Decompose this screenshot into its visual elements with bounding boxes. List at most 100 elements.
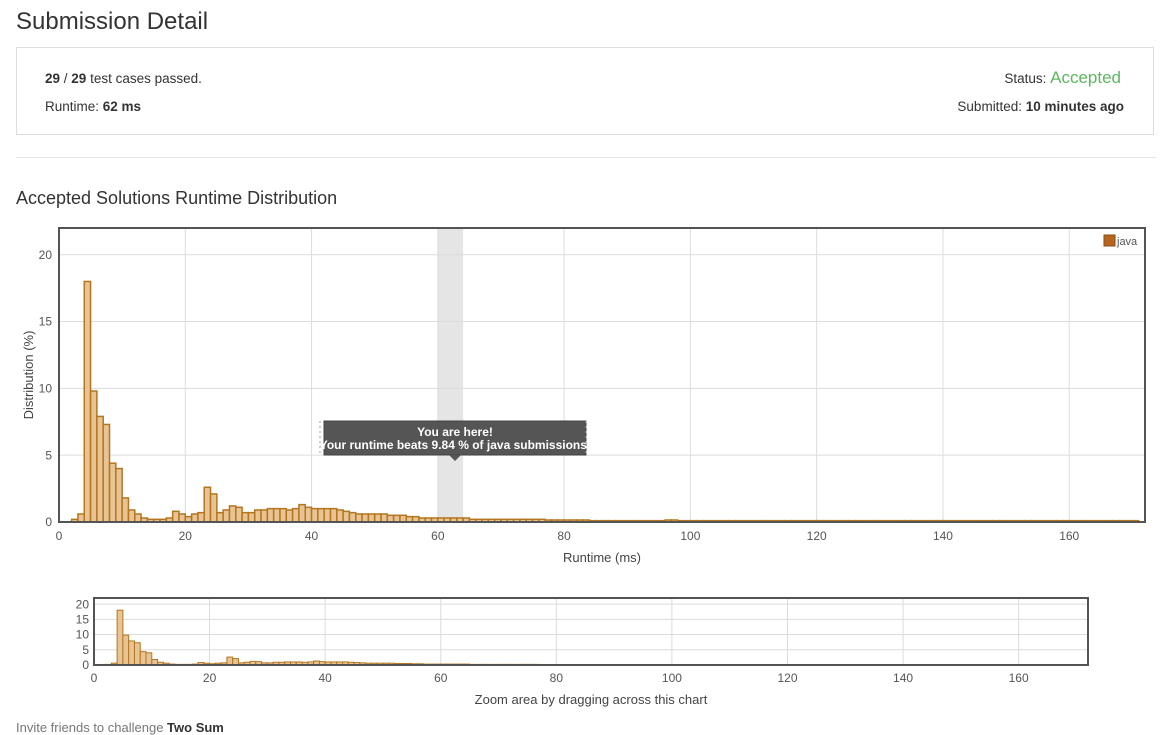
overview-x-tick-label-0: 0 xyxy=(91,671,98,685)
bar-43 xyxy=(342,510,351,523)
y-tick-label-15: 15 xyxy=(39,315,53,329)
overview-y-tick-label-5: 5 xyxy=(82,643,89,657)
invite-text: Invite friends to challenge Two Sum xyxy=(16,720,224,735)
tooltip-line-1: You are here! xyxy=(417,425,493,439)
bar-8 xyxy=(121,497,130,523)
bar-45 xyxy=(355,513,363,523)
bar-40 xyxy=(323,507,332,523)
distribution-title: Accepted Solutions Runtime Distribution xyxy=(16,188,338,208)
x-tick-label-160: 160 xyxy=(1059,529,1079,543)
passed-count: 29 xyxy=(45,71,61,86)
bar-19 xyxy=(190,513,199,523)
bar-50 xyxy=(386,514,395,523)
overview-x-tick-label-160: 160 xyxy=(1009,671,1029,685)
passed-separator: / xyxy=(60,71,72,86)
runtime-value: 62 ms xyxy=(102,99,142,114)
bar-23 xyxy=(216,511,224,523)
overview-bar-3 xyxy=(122,634,130,666)
overview-plot-area xyxy=(94,598,1088,665)
bar-38 xyxy=(310,507,319,523)
bar-9 xyxy=(127,509,136,523)
section-divider xyxy=(16,157,1156,158)
bar-26 xyxy=(235,506,243,523)
overview-x-tick-label-20: 20 xyxy=(203,671,217,685)
y-tick-label-20: 20 xyxy=(39,248,53,262)
bar-48 xyxy=(373,513,382,523)
x-tick-label-40: 40 xyxy=(305,529,319,543)
overview-bar-4 xyxy=(128,640,135,666)
bar-35 xyxy=(291,507,300,523)
bar-25 xyxy=(228,505,237,523)
bar-37 xyxy=(304,506,313,523)
bar-41 xyxy=(329,507,338,523)
total-count: 29 xyxy=(71,71,87,86)
runtime-label: Runtime: xyxy=(45,99,103,114)
bar-44 xyxy=(348,511,357,523)
overview-x-tick-label-140: 140 xyxy=(893,671,913,685)
page-title: Submission Detail xyxy=(16,8,209,35)
overview-bar-7 xyxy=(145,652,153,666)
overview-y-tick-label-15: 15 xyxy=(76,613,90,627)
runtime-tooltip: You are here!Your runtime beats 9.84 % o… xyxy=(319,420,591,461)
bar-33 xyxy=(279,507,288,523)
overview-caption: Zoom area by dragging across this chart xyxy=(475,692,708,707)
legend-label-java: java xyxy=(1116,236,1138,248)
overview-x-tick-label-40: 40 xyxy=(318,671,332,685)
x-tick-label-80: 80 xyxy=(557,529,571,543)
runtime-row: Runtime: 62 ms xyxy=(45,99,141,114)
tooltip-arrow xyxy=(449,455,461,461)
x-tick-label-120: 120 xyxy=(807,529,827,543)
overview-plot-frame xyxy=(93,597,1089,666)
x-axis-title: Runtime (ms) xyxy=(563,550,641,565)
overview-bar-5 xyxy=(133,642,141,666)
y-tick-label-10: 10 xyxy=(39,382,53,396)
bar-4 xyxy=(96,415,104,523)
bar-16 xyxy=(171,510,180,523)
bar-24 xyxy=(222,509,231,523)
runtime-distribution-chart[interactable]: 0 20 40 60 80 100 120 140 160 0 5 10 15 20 Runtime (ms… xyxy=(0,222,1170,572)
legend-swatch-java xyxy=(1103,234,1116,247)
x-tick-label-0: 0 xyxy=(56,529,63,543)
tooltip-box xyxy=(323,420,587,456)
status-accepted[interactable]: Accepted xyxy=(1050,68,1121,87)
bar-21 xyxy=(203,486,212,523)
status-label: Status: xyxy=(1004,71,1051,86)
bar-22 xyxy=(209,493,218,523)
submitted-value: 10 minutes ago xyxy=(1025,99,1124,114)
tooltip-line-2: Your runtime beats 9.84 % of java submis… xyxy=(320,438,591,452)
bar-6 xyxy=(108,462,117,523)
current-runtime-highlight xyxy=(437,228,464,522)
bar-52 xyxy=(399,514,408,523)
overview-bar-6 xyxy=(139,651,147,666)
bar-39 xyxy=(317,507,325,523)
y-tick-label-0: 0 xyxy=(45,515,52,529)
invite-problem-link[interactable]: Two Sum xyxy=(167,720,224,735)
test-cases-passed: 29 / 29 test cases passed. xyxy=(45,71,202,86)
plot-frame xyxy=(58,227,1146,523)
bar-20 xyxy=(197,511,205,523)
x-tick-label-140: 140 xyxy=(933,529,953,543)
invite-prefix: Invite friends to challenge xyxy=(16,720,168,735)
bar-31 xyxy=(266,507,275,523)
overview-x-tick-label-100: 100 xyxy=(662,671,682,685)
bar-7 xyxy=(115,467,123,523)
overview-bar-2 xyxy=(116,609,124,666)
bar-30 xyxy=(260,509,269,523)
bar-1 xyxy=(77,513,86,523)
bar-27 xyxy=(241,511,250,523)
x-tick-label-100: 100 xyxy=(680,529,700,543)
bar-28 xyxy=(247,511,256,523)
y-axis-title: Distribution (%) xyxy=(21,331,36,420)
bar-2 xyxy=(83,280,92,523)
x-tick-label-20: 20 xyxy=(179,529,193,543)
overview-y-tick-label-20: 20 xyxy=(76,597,90,611)
bar-49 xyxy=(380,513,389,523)
bar-42 xyxy=(336,509,344,523)
passed-suffix: test cases passed. xyxy=(86,71,202,86)
bar-10 xyxy=(134,513,142,523)
status-row: Status: Accepted xyxy=(1004,68,1121,88)
bar-34 xyxy=(285,509,294,523)
overview-x-tick-label-120: 120 xyxy=(777,671,797,685)
bar-36 xyxy=(298,503,306,523)
